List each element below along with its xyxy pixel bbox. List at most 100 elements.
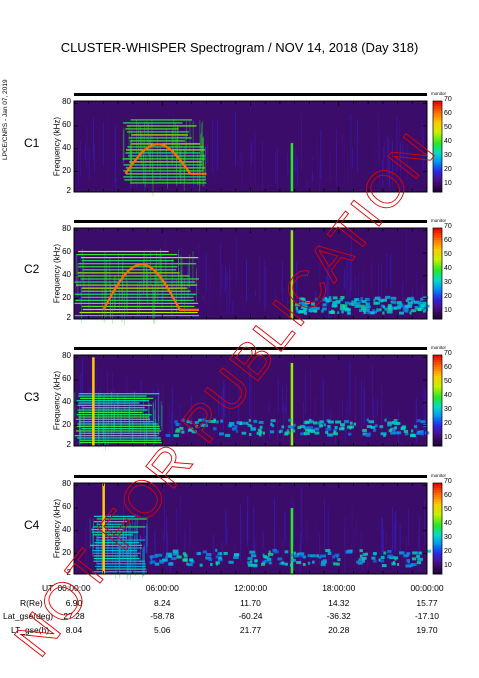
band-streak <box>117 397 119 424</box>
noise-streak <box>300 531 302 565</box>
colorbar-tick: 30 <box>444 534 452 541</box>
harmonic-band <box>130 182 207 184</box>
harmonic-band <box>78 393 160 395</box>
noise-streak <box>221 391 223 416</box>
colorbar-title: monitor <box>431 91 447 96</box>
noise-streak <box>409 165 411 173</box>
continuum-patch <box>361 559 366 563</box>
continuum-patch <box>299 425 306 429</box>
continuum-patch <box>305 428 312 432</box>
colorbar-frame <box>432 482 443 575</box>
continuum-patch <box>250 424 253 428</box>
noise-streak <box>114 125 116 182</box>
continuum-patch <box>186 562 189 566</box>
continuum-patch <box>266 557 272 561</box>
y-tick-label: 2 <box>66 313 71 322</box>
colorbar-cell <box>433 510 442 514</box>
continuum-patch <box>359 308 363 312</box>
colorbar-cell <box>433 380 442 383</box>
band-streak <box>123 127 125 161</box>
noise-streak <box>213 533 215 556</box>
colorbar-cell <box>433 501 442 504</box>
ephem-r-value: 11.70 <box>240 598 261 608</box>
noise-streak <box>400 141 401 172</box>
noise-streak <box>147 270 149 290</box>
colorbar-tick: 30 <box>444 406 452 413</box>
colorbar-cell <box>433 121 442 125</box>
colorbar-cell <box>433 423 442 427</box>
colorbar-cell <box>433 232 442 236</box>
noise-streak <box>383 179 385 186</box>
noise-streak <box>277 377 279 414</box>
noise-streak <box>373 143 375 175</box>
colorbar-tick: 10 <box>444 180 452 187</box>
colorbar-cell <box>433 508 442 511</box>
colorbar-cell <box>433 487 442 491</box>
noise-streak <box>344 268 346 289</box>
continuum-patch <box>165 433 171 437</box>
noise-streak <box>375 401 377 431</box>
harmonic-band <box>126 125 197 127</box>
colorbar-cell <box>433 364 442 367</box>
harmonic-band <box>75 299 195 301</box>
continuum-patch <box>370 425 376 429</box>
noise-streak <box>384 141 385 159</box>
harmonic-band <box>131 134 189 136</box>
continuum-patch <box>390 431 396 435</box>
colorbar-cell <box>433 526 442 529</box>
noise-streak <box>249 363 251 417</box>
colorbar-cell <box>433 355 442 358</box>
colorbar-cell <box>433 126 442 129</box>
harmonic-band <box>79 441 163 444</box>
ephem-lt-value: 8.04 <box>65 625 83 635</box>
noise-streak <box>400 441 402 446</box>
continuum-patch <box>217 558 223 562</box>
colorbar-cell <box>433 533 442 536</box>
continuum-patch <box>392 301 396 305</box>
band-streak <box>105 402 107 429</box>
noise-streak <box>157 426 159 444</box>
continuum-patch <box>378 558 381 562</box>
continuum-patch <box>197 551 201 555</box>
continuum-patch <box>327 425 331 429</box>
band-streak <box>147 398 149 424</box>
band-streak <box>81 288 82 323</box>
colorbar-tick: 60 <box>444 492 452 499</box>
colorbar-cell <box>433 262 442 265</box>
colorbar-cell <box>433 275 442 279</box>
colorbar-cell <box>433 293 442 297</box>
noise-streak <box>425 390 427 437</box>
band-streak <box>140 535 141 565</box>
band-streak <box>119 534 121 564</box>
ephem-r-value: 14.32 <box>328 598 350 608</box>
continuum-patch <box>414 425 418 429</box>
continuum-patch <box>417 308 422 312</box>
continuum-patch <box>320 554 327 558</box>
band-streak <box>123 531 125 561</box>
band-streak <box>201 123 203 157</box>
continuum-patch <box>284 431 290 435</box>
panel-label-c4: C4 <box>24 518 40 532</box>
continuum-patch <box>332 296 338 300</box>
colorbar-cell <box>433 187 442 191</box>
band-streak <box>146 523 147 553</box>
continuum-patch <box>201 418 206 422</box>
continuum-patch <box>410 296 415 300</box>
noise-streak <box>194 529 195 558</box>
continuum-patch <box>302 563 306 567</box>
continuum-patch <box>365 552 368 556</box>
harmonic-band <box>77 409 148 411</box>
continuum-patch <box>189 558 194 562</box>
continuum-patch <box>298 301 305 305</box>
noise-streak <box>331 549 333 565</box>
band-streak <box>143 546 145 576</box>
continuum-patch <box>263 555 267 559</box>
band-streak <box>177 125 178 159</box>
band-streak <box>144 420 145 447</box>
colorbar-cell <box>433 162 442 166</box>
colorbar-cell <box>433 430 442 433</box>
band-streak <box>125 527 127 557</box>
noise-streak <box>93 144 95 164</box>
continuum-patch <box>383 551 387 555</box>
continuum-patch <box>291 429 296 433</box>
